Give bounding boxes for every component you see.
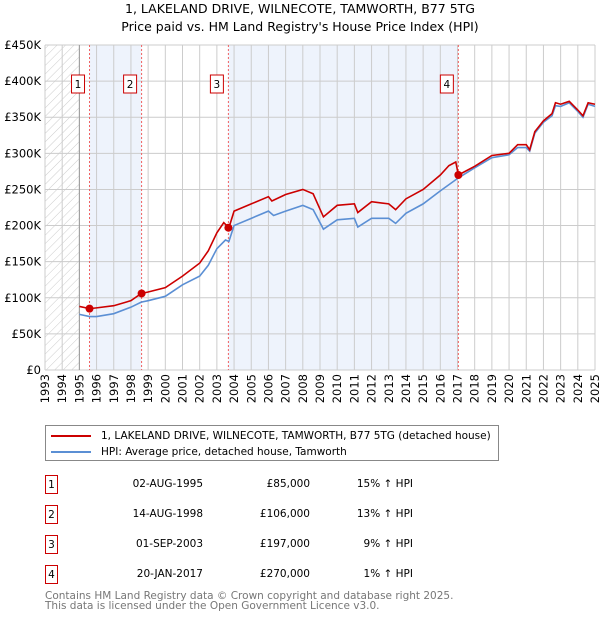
y-tick-label: £50K — [12, 327, 42, 341]
x-tick-label: 2007 — [279, 374, 293, 403]
x-tick-label: 2000 — [158, 374, 172, 403]
sale-number: 2 — [45, 505, 58, 524]
hpi-line — [79, 101, 596, 318]
y-tick-label: £100K — [4, 291, 41, 305]
chart-subtitle: Price paid vs. HM Land Registry's House … — [121, 19, 479, 34]
x-tick-label: 2025 — [588, 374, 600, 403]
x-tick-label: 1998 — [124, 374, 138, 403]
x-tick-label: 2015 — [416, 374, 430, 403]
x-tick-label: 1994 — [55, 374, 69, 403]
legend-price-swatch — [51, 435, 91, 437]
x-tick-label: 2004 — [227, 374, 241, 403]
legend-hpi-swatch — [51, 451, 91, 453]
y-tick-label: £450K — [4, 38, 41, 52]
sale-label: 3 — [214, 79, 221, 91]
sale-point — [137, 289, 146, 298]
sale-date: 20-JAN-2017 — [136, 568, 203, 580]
sale-row: 3 01-SEP-2003 £197,000 9% ↑ HPI — [45, 535, 445, 555]
y-tick-label: £0 — [26, 363, 41, 377]
x-tick-label: 2017 — [451, 374, 465, 403]
y-tick-label: £250K — [4, 182, 41, 196]
footer-copyright: Contains HM Land Registry data © Crown c… — [45, 590, 454, 602]
sale-price: £85,000 — [266, 478, 310, 490]
sale-date: 01-SEP-2003 — [135, 538, 203, 550]
legend-price-label: 1, LAKELAND DRIVE, WILNECOTE, TAMWORTH, … — [101, 430, 491, 442]
x-tick-label: 2006 — [261, 374, 275, 403]
sale-label-box — [439, 74, 454, 94]
x-tick-label: 2012 — [365, 374, 379, 403]
x-tick-label: 1996 — [90, 374, 104, 403]
x-tick-label: 2010 — [330, 374, 344, 403]
x-tick-label: 2005 — [244, 374, 258, 403]
sale-label: 2 — [127, 79, 134, 91]
sale-label-box — [209, 74, 224, 94]
x-tick-label: 2009 — [313, 374, 327, 403]
x-tick-label: 2016 — [433, 374, 447, 403]
x-tick-label: 2023 — [554, 374, 568, 403]
x-tick-label: 2002 — [193, 374, 207, 403]
x-tick-label: 2024 — [571, 374, 585, 403]
sale-price: £270,000 — [259, 568, 310, 580]
sale-label-box — [71, 74, 86, 94]
x-tick-label: 1995 — [72, 374, 86, 403]
ownership-band-1 — [89, 45, 142, 370]
x-tick-label: 2008 — [296, 374, 310, 403]
sale-number: 4 — [45, 565, 58, 584]
sale-hpi-diff: 1% ↑ HPI — [363, 568, 413, 580]
x-tick-label: 1993 — [38, 374, 52, 403]
sale-price: £106,000 — [259, 508, 310, 520]
x-tick-label: 2001 — [176, 374, 190, 403]
x-tick-label: 2021 — [519, 374, 533, 403]
chart-title: 1, LAKELAND DRIVE, WILNECOTE, TAMWORTH, … — [125, 1, 475, 16]
x-tick-label: 2019 — [485, 374, 499, 403]
sale-row: 2 14-AUG-1998 £106,000 13% ↑ HPI — [45, 505, 445, 525]
sale-point — [224, 223, 233, 232]
y-tick-label: £300K — [4, 146, 41, 160]
sale-price: £197,000 — [259, 538, 310, 550]
legend: 1, LAKELAND DRIVE, WILNECOTE, TAMWORTH, … — [45, 425, 499, 461]
legend-hpi-label: HPI: Average price, detached house, Tamw… — [101, 446, 347, 458]
x-tick-label: 2020 — [502, 374, 516, 403]
sale-hpi-diff: 15% ↑ HPI — [356, 478, 413, 490]
x-tick-label: 1997 — [107, 374, 121, 403]
sale-date: 14-AUG-1998 — [132, 508, 203, 520]
sale-row: 1 02-AUG-1995 £85,000 15% ↑ HPI — [45, 475, 445, 495]
y-tick-label: £200K — [4, 219, 41, 233]
sale-hpi-diff: 9% ↑ HPI — [363, 538, 413, 550]
sale-hpi-diff: 13% ↑ HPI — [356, 508, 413, 520]
sale-number: 1 — [45, 475, 58, 494]
price-line — [79, 100, 596, 310]
y-tick-label: £350K — [4, 110, 41, 124]
plot-area: £0 £50K £100K £150K £200K £250K £300K £350K £400… — [4, 38, 600, 403]
sale-label: 1 — [75, 79, 82, 91]
y-tick-label: £150K — [4, 255, 41, 269]
x-tick-label: 2018 — [468, 374, 482, 403]
y-tick-label: £400K — [4, 74, 41, 88]
sale-point — [85, 304, 94, 313]
sale-label: 4 — [444, 79, 451, 91]
sale-date: 02-AUG-1995 — [132, 478, 203, 490]
x-tick-label: 2013 — [382, 374, 396, 403]
sale-point — [454, 171, 463, 179]
x-tick-label: 2022 — [536, 374, 550, 403]
sale-label-box — [123, 74, 138, 94]
x-tick-label: 2003 — [210, 374, 224, 403]
x-tick-label: 2011 — [347, 374, 361, 403]
x-tick-label: 2014 — [399, 374, 413, 403]
footer-licence: This data is licensed under the Open Gov… — [45, 600, 380, 612]
sale-number: 3 — [45, 535, 58, 554]
ownership-band-2 — [228, 45, 459, 370]
x-tick-label: 1999 — [141, 374, 155, 403]
sale-row: 4 20-JAN-2017 £270,000 1% ↑ HPI — [45, 565, 445, 585]
